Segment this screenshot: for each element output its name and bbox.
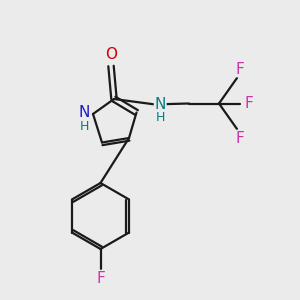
Text: N: N bbox=[154, 97, 166, 112]
Text: F: F bbox=[236, 130, 244, 146]
Text: F: F bbox=[244, 96, 253, 111]
Text: F: F bbox=[96, 271, 105, 286]
Text: O: O bbox=[105, 47, 117, 62]
Text: H: H bbox=[80, 119, 90, 133]
Text: F: F bbox=[236, 61, 244, 76]
Text: N: N bbox=[79, 105, 90, 120]
Text: H: H bbox=[155, 111, 165, 124]
